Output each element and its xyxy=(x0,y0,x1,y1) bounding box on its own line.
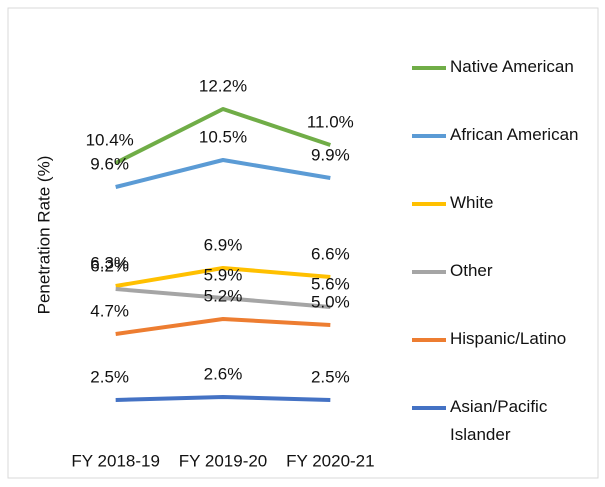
data-label: 2.5% xyxy=(90,367,129,386)
data-label: 5.9% xyxy=(204,265,243,284)
legend-swatch xyxy=(412,270,446,274)
x-tick-label: FY 2018-19 xyxy=(71,451,160,470)
series-line xyxy=(115,395,331,402)
legend-item: Asian/Pacific Islander xyxy=(412,397,600,449)
legend-item: Other xyxy=(412,261,600,285)
data-label: 5.6% xyxy=(311,274,350,293)
data-label: 12.2% xyxy=(199,76,247,95)
data-label: 10.4% xyxy=(86,130,134,149)
legend-item: Hispanic/Latino xyxy=(412,329,600,353)
legend-swatch xyxy=(412,338,446,342)
series-line xyxy=(114,107,331,165)
legend-swatch xyxy=(412,202,446,206)
legend-swatch xyxy=(412,406,446,410)
legend-swatch xyxy=(412,66,446,70)
series-line xyxy=(115,266,331,288)
data-label: 6.9% xyxy=(204,235,243,254)
data-label: 5.2% xyxy=(204,286,243,305)
series-line xyxy=(115,158,331,189)
data-label: 6.6% xyxy=(311,244,350,263)
data-label: 2.6% xyxy=(204,364,243,383)
x-tick-label: FY 2020-21 xyxy=(286,451,375,470)
data-label: 9.9% xyxy=(311,145,350,164)
legend-item: African American xyxy=(412,125,600,149)
data-label: 4.7% xyxy=(90,301,129,320)
data-label: 9.6% xyxy=(90,154,129,173)
series-line xyxy=(115,317,331,336)
legend-label: Other xyxy=(450,261,493,280)
x-tick-label: FY 2019-20 xyxy=(179,451,268,470)
legend-label: White xyxy=(450,193,494,212)
data-label: 10.5% xyxy=(199,127,247,146)
legend-label: Asian/Pacific Islander xyxy=(450,397,548,444)
data-label: 6.3% xyxy=(90,253,129,272)
legend-label: Native American xyxy=(450,57,574,76)
legend-item: White xyxy=(412,193,600,217)
legend-label: African American xyxy=(450,125,579,144)
data-label: 2.5% xyxy=(311,367,350,386)
legend-swatch xyxy=(412,134,446,138)
data-label: 11.0% xyxy=(307,112,354,131)
data-label: 6.2% xyxy=(90,256,129,275)
series-line xyxy=(115,287,331,309)
legend-label: Hispanic/Latino xyxy=(450,329,567,348)
y-axis-label: Penetration Rate (%) xyxy=(34,156,53,315)
legend-item: Native American xyxy=(412,57,600,81)
data-label: 5.0% xyxy=(311,292,350,311)
chart-frame xyxy=(7,7,599,479)
